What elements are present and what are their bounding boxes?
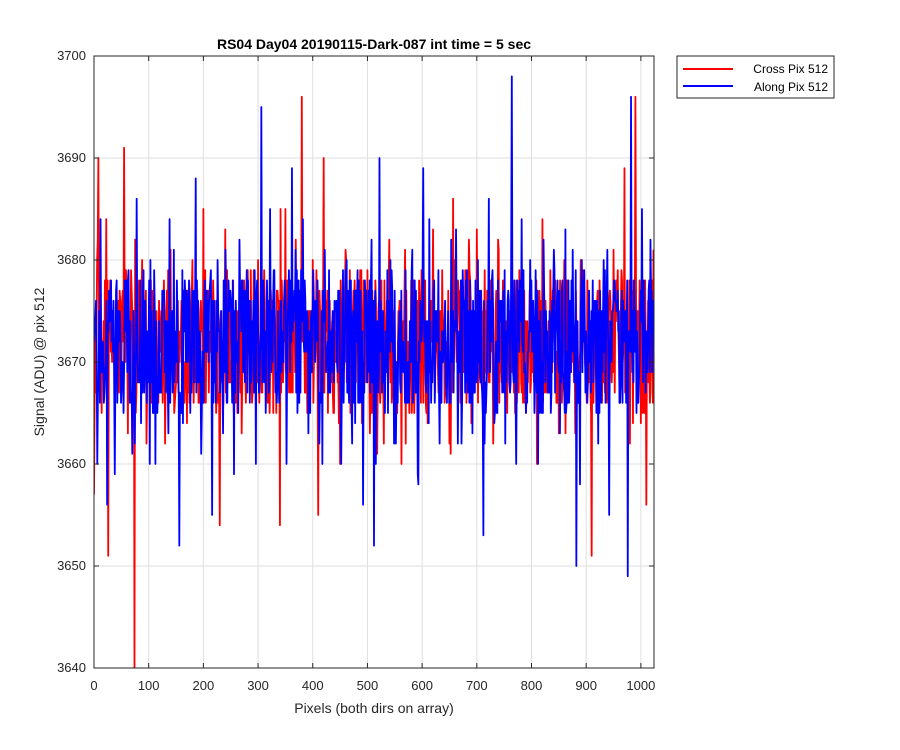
y-tick-label: 3650 (57, 558, 86, 573)
series-line-along-pix (94, 75, 654, 578)
y-tick-label: 3640 (57, 660, 86, 675)
x-tick-label: 400 (302, 678, 324, 693)
x-tick-label: 900 (575, 678, 597, 693)
legend-label-along: Along Pix 512 (754, 80, 828, 94)
legend-box (676, 55, 835, 99)
y-tick-label: 3660 (57, 456, 86, 471)
legend-label-cross: Cross Pix 512 (753, 62, 828, 76)
y-tick-label: 3690 (57, 150, 86, 165)
series-layer (94, 75, 654, 668)
chart-title: RS04 Day04 20190115-Dark-087 int time = … (217, 36, 531, 52)
y-axis-label: Signal (ADU) @ pix 512 (31, 287, 47, 436)
x-tick-label: 300 (247, 678, 269, 693)
legend: Cross Pix 512 Along Pix 512 (676, 55, 835, 99)
x-tick-label: 600 (411, 678, 433, 693)
x-tick-label: 700 (466, 678, 488, 693)
x-tick-label: 1000 (626, 678, 655, 693)
x-tick-label: 0 (90, 678, 97, 693)
y-tick-label: 3700 (57, 48, 86, 63)
x-tick-label: 100 (138, 678, 160, 693)
x-axis-label: Pixels (both dirs on array) (294, 700, 454, 716)
x-tick-label: 800 (521, 678, 543, 693)
x-tick-label: 500 (357, 678, 379, 693)
x-tick-label: 200 (193, 678, 215, 693)
y-tick-label: 3680 (57, 252, 86, 267)
axis-ticks: 0 100 200 300 400 500 600 700 800 900 1000 3640 3650… (57, 48, 655, 693)
y-tick-label: 3670 (57, 354, 86, 369)
